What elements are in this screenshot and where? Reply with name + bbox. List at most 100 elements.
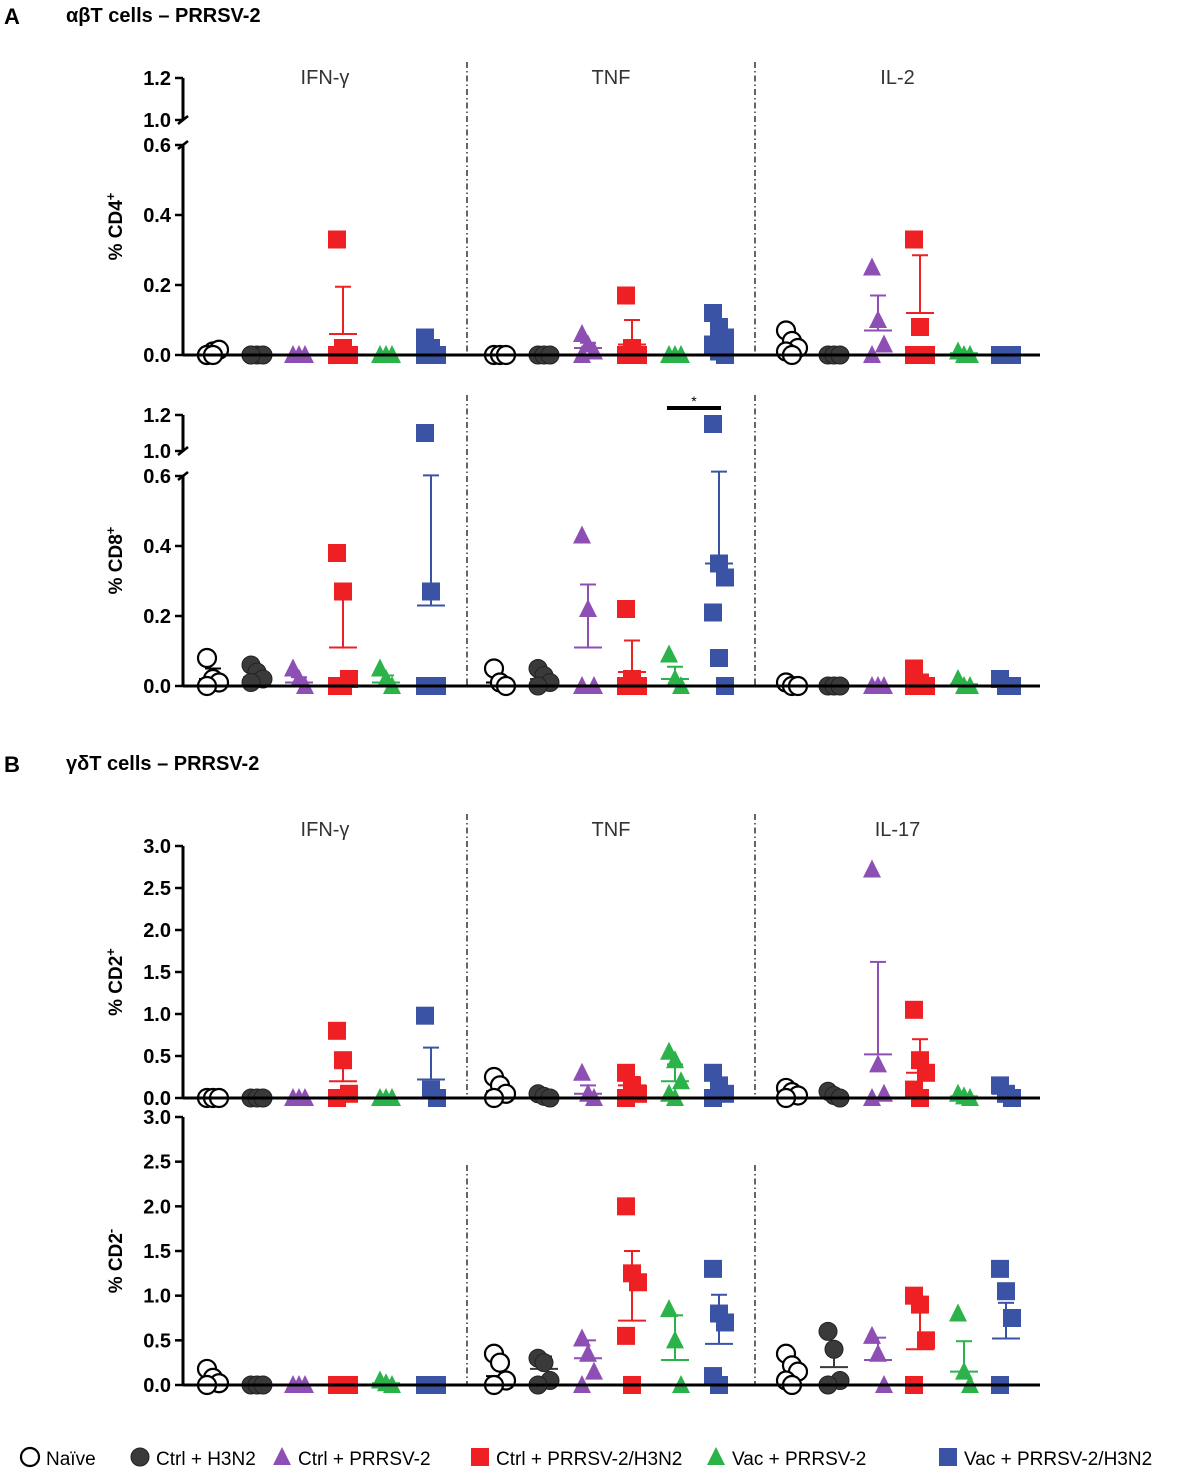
panel-A: αβT cells – PRRSV-2 IFN-γ TNF IL-2 0.0 0.2 0.4… (66, 5, 1040, 410)
data-point (863, 1325, 881, 1344)
group-ctrl_prrsv (573, 324, 603, 363)
data-point (416, 424, 434, 442)
data-point (573, 1328, 591, 1347)
data-point (617, 286, 635, 305)
group-naive (196, 339, 230, 366)
group-vac_prrsv (949, 1303, 979, 1393)
data-point (704, 1259, 722, 1278)
legend-label: Ctrl + PRRSV-2 (298, 1449, 431, 1470)
y-axis-label-sup: - (103, 1229, 118, 1233)
y-axis-label-main: % CD2 (106, 956, 127, 1016)
section-1 (483, 286, 734, 366)
group-ctrl_prrsv (863, 257, 893, 363)
group-vac_prrsv (949, 341, 979, 363)
group-ctrl_h3n2 (528, 1348, 560, 1395)
group-ctrl_prrsv (573, 525, 603, 694)
group-ctrl_prrsv_h3n2 (328, 544, 358, 695)
group-vac_prrsv_h3n2 (991, 1259, 1021, 1394)
data-point (672, 1071, 690, 1090)
data-point (328, 1021, 346, 1040)
y-axis: 0.0 0.2 0.4 0.6 1.0 1.2 % CD4+ (103, 68, 189, 367)
group-ctrl_prrsv (573, 1062, 603, 1106)
data-point (917, 1063, 935, 1082)
data-point (241, 673, 261, 692)
y-axis-label-sup: + (103, 948, 118, 956)
legend-label: Vac + PRRSV-2/H3N2 (964, 1449, 1152, 1470)
legend-label: Ctrl + PRRSV-2/H3N2 (496, 1449, 682, 1470)
data-point (666, 1330, 684, 1349)
group-vac_prrsv_h3n2 (704, 1063, 734, 1107)
group-vac_prrsv (660, 1041, 690, 1106)
significance-label: * (691, 393, 697, 409)
section-header-1: TNF (592, 67, 631, 89)
y-tick-label: 2.5 (143, 1152, 171, 1174)
legend-item-naive: Naïve (19, 1446, 96, 1470)
y-tick-label: 2.5 (143, 878, 171, 900)
group-ctrl_prrsv (284, 658, 314, 694)
section-2 (775, 859, 1021, 1109)
group-naive (775, 1343, 809, 1396)
y-tick-label: 1.5 (143, 962, 171, 984)
data-point (617, 1326, 635, 1345)
data-point (130, 1447, 150, 1467)
data-point (863, 859, 881, 878)
group-ctrl_prrsv (573, 1328, 603, 1393)
data-point (716, 568, 734, 587)
legend-item-vac_prrsv_h3n2: Vac + PRRSV-2/H3N2 (939, 1448, 1152, 1470)
group-vac_prrsv (949, 1083, 979, 1106)
data-point (534, 1353, 554, 1373)
group-ctrl_prrsv (863, 859, 893, 1106)
y-tick-label: 0.6 (143, 135, 171, 157)
data-point (824, 1339, 844, 1359)
group-ctrl_prrsv_h3n2 (328, 1376, 358, 1394)
data-point (617, 600, 635, 618)
data-point (716, 1313, 734, 1332)
legend-item-vac_prrsv: Vac + PRRSV-2 (707, 1447, 866, 1470)
group-ctrl_prrsv_h3n2 (905, 659, 935, 695)
section-header-2: IL-17 (875, 819, 921, 841)
section-header-0: IFN-γ (301, 67, 350, 89)
data-point (818, 1321, 838, 1341)
y-tick-label: 0.5 (143, 1330, 171, 1352)
group-vac_prrsv_h3n2 (991, 1076, 1021, 1107)
group-ctrl_prrsv_h3n2 (905, 1286, 935, 1394)
group-naive (483, 1343, 517, 1396)
section-2 (775, 659, 1021, 697)
group-ctrl_h3n2 (528, 659, 560, 696)
group-vac_prrsv (949, 669, 979, 694)
group-ctrl_prrsv_h3n2 (617, 1063, 647, 1107)
data-point (917, 1331, 935, 1350)
y-tick-label: 0.0 (143, 676, 171, 698)
y-axis-label-main: % CD2 (106, 1233, 127, 1293)
data-point (905, 230, 923, 249)
data-point (585, 1361, 603, 1380)
y-tick-label: 0.6 (143, 466, 171, 488)
group-vac_prrsv (660, 1299, 690, 1393)
data-point (196, 647, 218, 669)
data-point (629, 1273, 647, 1292)
data-point (334, 1051, 352, 1070)
group-naive (775, 1077, 809, 1109)
legend-label: Vac + PRRSV-2 (732, 1449, 866, 1470)
group-vac_prrsv (371, 1370, 401, 1393)
data-point (905, 659, 923, 678)
data-point (19, 1446, 41, 1468)
data-point (710, 649, 728, 667)
section-2 (775, 230, 1021, 366)
data-point (863, 257, 881, 276)
data-point (704, 603, 722, 622)
data-point (991, 1259, 1009, 1278)
group-vac_prrsv_h3n2 (416, 1006, 446, 1107)
legend-item-ctrl_h3n2: Ctrl + H3N2 (130, 1447, 256, 1470)
data-point (660, 1299, 678, 1318)
panel-B: γδT cells – PRRSV-2 IFN-γ TNF IL-17 0.0 0.5 1.… (66, 753, 1040, 1110)
panel-title: αβT cells – PRRSV-2 (66, 5, 261, 27)
group-naive (483, 658, 517, 697)
y-tick-label: 1.0 (143, 441, 171, 463)
y-tick-label: 0.0 (143, 1375, 171, 1397)
y-tick-label: 0.0 (143, 1088, 171, 1110)
data-point (422, 582, 440, 601)
section-header-2: IL-2 (880, 67, 914, 89)
section-0 (196, 230, 446, 366)
